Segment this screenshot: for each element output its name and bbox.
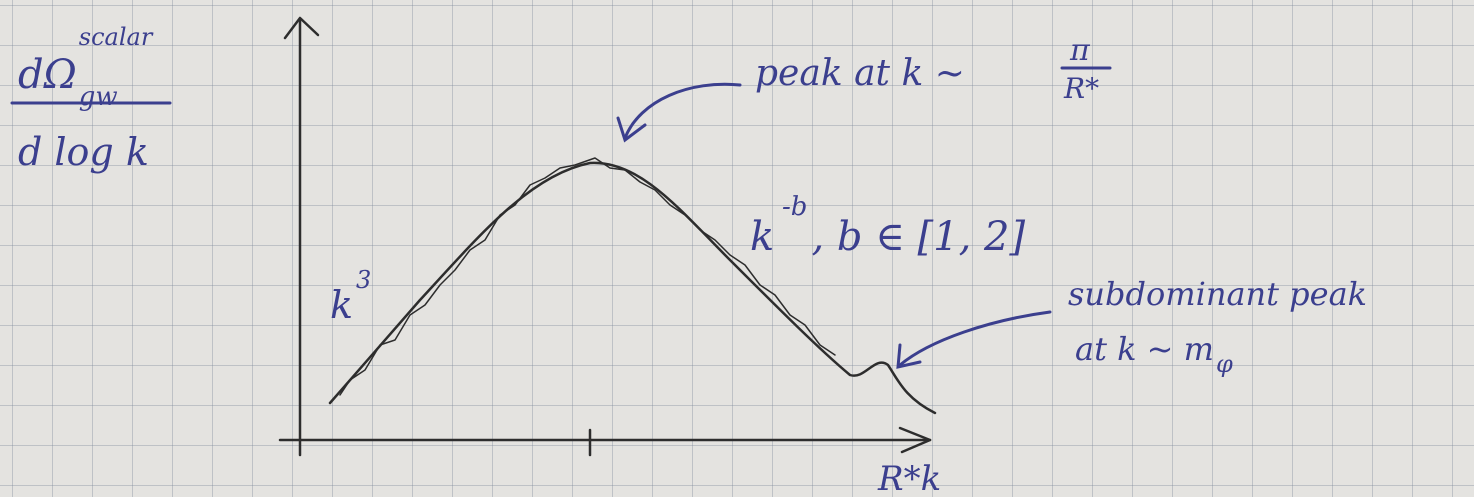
spectrum-curve	[330, 163, 935, 413]
subdominant-line2: at k ~ m	[1075, 330, 1214, 368]
wiggle-curve	[340, 158, 835, 395]
high-k-base: k	[750, 214, 774, 260]
y-label-superscript: scalar	[79, 23, 154, 51]
subdominant-subscript: φ	[1216, 350, 1233, 378]
peak-fraction-denominator: R*	[1063, 72, 1099, 105]
subdominant-arrow	[900, 312, 1050, 365]
high-k-exponent: -b	[782, 192, 807, 222]
peak-text: peak at k ~	[755, 53, 965, 94]
x-label: R*k	[877, 459, 941, 497]
peak-fraction-numerator: π	[1069, 33, 1091, 68]
peak-arrow-head	[618, 118, 645, 140]
low-k-exponent: 3	[356, 266, 371, 294]
graph-paper: dΩ gw scalar d log k R*k k 3 k -b , b ∈ …	[0, 0, 1474, 497]
peak-arrow	[625, 84, 740, 138]
sketch: dΩ gw scalar d log k R*k k 3 k -b , b ∈ …	[0, 0, 1474, 497]
y-label-numerator: dΩ	[18, 52, 77, 98]
high-k-condition: , b ∈ [1, 2]	[811, 214, 1025, 260]
low-k-base: k	[330, 283, 353, 327]
subdominant-line1: subdominant peak	[1068, 275, 1367, 313]
y-label-denominator: d log k	[18, 130, 149, 174]
y-axis-arrow	[285, 18, 318, 38]
y-label-subscript: gw	[79, 82, 118, 112]
